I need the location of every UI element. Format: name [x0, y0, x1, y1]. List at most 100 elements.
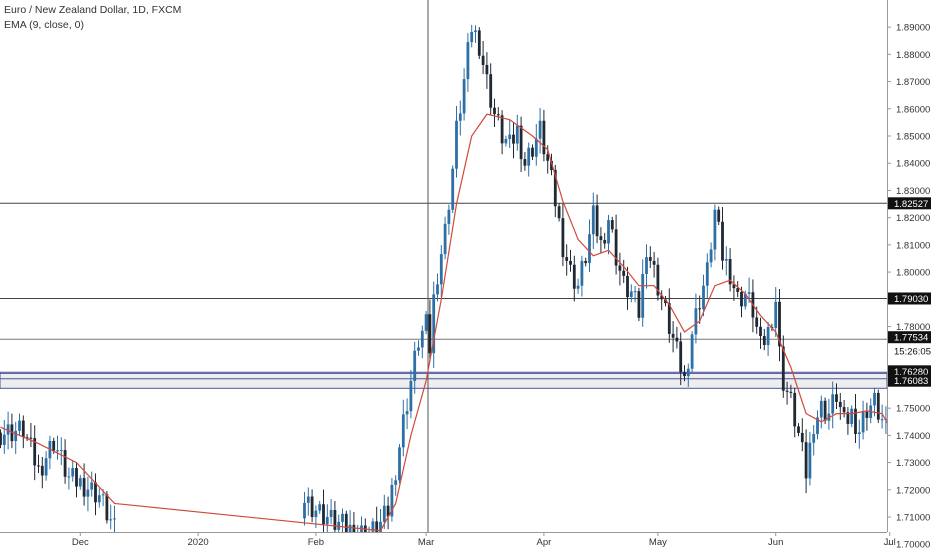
- x-tick-label: May: [649, 537, 667, 548]
- candle-body: [546, 154, 550, 161]
- candle-body: [451, 168, 455, 210]
- candle-body: [6, 424, 10, 435]
- candle-body: [310, 496, 314, 518]
- candle-body: [44, 458, 48, 476]
- candle-body: [18, 420, 21, 431]
- candle-body: [561, 218, 565, 258]
- candle-body: [762, 336, 766, 346]
- candle-body: [508, 134, 512, 139]
- candle-body: [660, 295, 664, 300]
- time-axis-background: [0, 532, 887, 550]
- level-price-tag: 1.76083: [894, 376, 928, 387]
- candle-body: [557, 206, 561, 219]
- candle-body: [489, 74, 493, 108]
- candle-body: [424, 314, 428, 331]
- x-tick-label: Apr: [537, 537, 552, 548]
- candle-body: [690, 334, 694, 369]
- y-tick-label: 1.71000: [896, 513, 930, 524]
- chart-legend: Euro / New Zealand Dollar, 1D, FXCM EMA …: [4, 3, 181, 33]
- candle-body: [466, 42, 470, 80]
- candle-body: [534, 138, 538, 157]
- symbol-title[interactable]: Euro / New Zealand Dollar, 1D, FXCM: [4, 4, 182, 16]
- candle-body: [314, 510, 318, 518]
- candle-body: [550, 160, 553, 171]
- candle-body: [14, 430, 18, 442]
- candle-body: [850, 408, 854, 424]
- candle-body: [97, 495, 101, 503]
- candle-body: [645, 257, 648, 274]
- candle-body: [774, 301, 778, 328]
- y-tick-label: 1.70000: [896, 540, 930, 550]
- candle-body: [721, 221, 724, 261]
- candle-body: [800, 432, 804, 443]
- candle-body: [854, 408, 857, 435]
- candle-body: [496, 114, 500, 116]
- candle-body: [797, 426, 800, 433]
- candle-body: [569, 260, 572, 265]
- y-tick-label: 1.84000: [896, 159, 930, 170]
- candle-body: [386, 505, 390, 517]
- level-price-tag-background: [888, 292, 931, 305]
- candle-body: [458, 113, 462, 121]
- candle-body: [322, 504, 325, 525]
- candle-body: [474, 30, 477, 33]
- candle-body: [724, 259, 728, 261]
- y-tick-label: 1.82000: [896, 213, 930, 224]
- candle-body: [759, 326, 762, 337]
- countdown-tag-background: [888, 345, 931, 358]
- candle-body: [838, 401, 842, 408]
- candle-body: [664, 299, 667, 304]
- candle-body: [341, 513, 344, 522]
- x-tick-label: Mar: [418, 537, 434, 548]
- ema-line: [0, 113, 932, 532]
- candle-body: [52, 440, 56, 451]
- candle-body: [512, 134, 515, 144]
- candle-body: [390, 484, 394, 517]
- candle-body: [481, 55, 485, 65]
- candle-body: [0, 432, 2, 445]
- candle-body: [607, 220, 610, 244]
- candle-body: [713, 209, 717, 250]
- ema-indicator-label[interactable]: EMA (9, close, 0): [4, 19, 84, 31]
- level-price-tag-background: [888, 374, 931, 387]
- candle-body: [405, 411, 409, 415]
- candle-body: [67, 476, 71, 478]
- candle-body: [439, 254, 443, 285]
- candle-body: [500, 115, 504, 144]
- candle-body: [686, 368, 690, 377]
- candle-body: [637, 291, 641, 318]
- y-tick-label: 1.80000: [896, 268, 930, 279]
- candle-body: [360, 525, 363, 536]
- candle-body: [861, 411, 865, 433]
- y-tick-label: 1.78000: [896, 322, 930, 333]
- candle-body: [747, 292, 751, 294]
- level-price-tag: 1.76280: [894, 367, 928, 378]
- candle-body: [865, 411, 869, 418]
- support-zone: [0, 371, 888, 389]
- candle-body: [348, 524, 352, 533]
- candle-body: [63, 450, 67, 477]
- candle-body: [101, 494, 105, 496]
- candle-body: [781, 346, 785, 391]
- candle-body: [633, 291, 637, 293]
- candle-body: [584, 260, 588, 264]
- candle-body: [333, 509, 337, 530]
- candle-body: [842, 407, 846, 413]
- y-tick-label: 1.75000: [896, 404, 930, 415]
- countdown-tag: 15:26:05: [894, 347, 931, 358]
- candle-body: [823, 400, 827, 421]
- candle-body: [755, 317, 759, 327]
- candle-body: [732, 284, 736, 289]
- candle-body: [846, 412, 850, 424]
- candle-body: [109, 519, 113, 521]
- candle-body: [709, 249, 713, 263]
- candle-body: [819, 400, 823, 418]
- candle-body: [413, 350, 417, 381]
- candle-body: [694, 308, 698, 335]
- candle-body: [455, 120, 458, 169]
- candle-body: [90, 482, 94, 490]
- candle-body: [572, 264, 576, 289]
- candle-body: [671, 333, 675, 338]
- candle-body: [766, 327, 770, 346]
